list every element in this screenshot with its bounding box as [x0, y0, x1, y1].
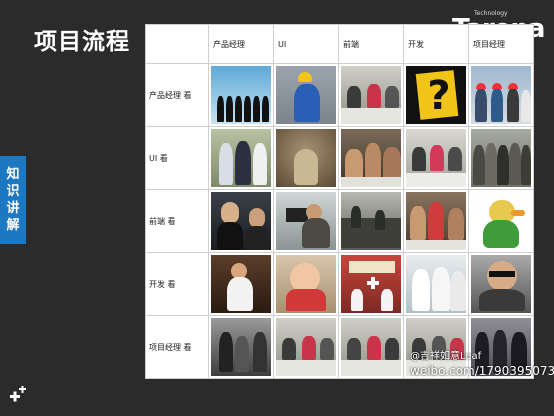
role-perception-table: 产品经理 UI 前端 开发 项目经理 产品经理 看 — [145, 24, 534, 379]
soldiers-in-field-photo — [341, 192, 401, 250]
office-women-phones-photo — [406, 129, 466, 187]
photographer-camera-photo — [276, 192, 336, 250]
plus-decoration-icon — [10, 386, 26, 402]
shirtless-men-eating-photo — [341, 129, 401, 187]
column-header: UI — [273, 24, 339, 64]
leader-sunglasses-photo — [471, 255, 531, 313]
table-row: UI 看 — [145, 126, 534, 190]
photo-cell — [468, 63, 534, 127]
red-cross-clinic-photo — [341, 255, 401, 313]
row-label: UI 看 — [145, 126, 209, 190]
photo-cell — [403, 315, 469, 379]
photo-cell — [208, 126, 274, 190]
construction-worker-photo — [276, 66, 336, 124]
table-row: 前端 看 — [145, 189, 534, 253]
smiling-baby-photo — [276, 255, 336, 313]
photo-cell — [468, 126, 534, 190]
photo-cell — [338, 252, 404, 316]
politicians-suits-photo — [471, 318, 531, 376]
row-label: 前端 看 — [145, 189, 209, 253]
men-dining-table-photo — [406, 192, 466, 250]
column-header: 前端 — [338, 24, 404, 64]
business-team-world-map-photo — [211, 66, 271, 124]
photo-cell — [338, 315, 404, 379]
table-header-row: 产品经理 UI 前端 开发 项目经理 — [145, 24, 534, 64]
photo-cell — [403, 126, 469, 190]
table-row: 项目经理 看 — [145, 315, 534, 379]
call-center-workers-photo — [341, 66, 401, 124]
old-master-portrait-photo — [276, 129, 336, 187]
photo-cell — [403, 189, 469, 253]
photo-cell — [208, 63, 274, 127]
question-mark-yellow-photo: ? — [406, 66, 466, 124]
photo-cell — [338, 126, 404, 190]
photo-cell — [338, 189, 404, 253]
photo-cell — [208, 189, 274, 253]
movie-stars-photo — [211, 192, 271, 250]
hardhat-workers-photo — [471, 66, 531, 124]
photo-cell — [273, 63, 339, 127]
row-label: 产品经理 看 — [145, 63, 209, 127]
photo-cell: ? — [403, 63, 469, 127]
photo-cell — [468, 252, 534, 316]
call-center-office-photo — [341, 318, 401, 376]
photo-cell — [208, 252, 274, 316]
lab-scientists-photo — [406, 255, 466, 313]
chef-in-kitchen-photo — [211, 255, 271, 313]
cartoon-green-duck-photo — [471, 192, 531, 250]
row-label: 项目经理 看 — [145, 315, 209, 379]
watermark-handle: @吉祥如意Leaf — [410, 351, 482, 362]
call-center-office-photo — [276, 318, 336, 376]
businessmen-chatting-photo — [211, 129, 271, 187]
photo-cell — [273, 315, 339, 379]
side-tab-char: 知 — [6, 167, 20, 182]
logo-tagline: Technology — [474, 10, 508, 17]
table-corner-cell — [145, 24, 209, 64]
side-tab-char: 识 — [6, 184, 20, 199]
slide-title: 项目流程（ — [34, 29, 154, 55]
photo-cell — [273, 126, 339, 190]
call-center-office-photo — [406, 318, 466, 376]
photo-cell — [403, 252, 469, 316]
row-label: 开发 看 — [145, 252, 209, 316]
weibo-watermark: @吉祥如意Leaf weibo.com/1790395073 — [410, 350, 554, 378]
table-row: 产品经理 看 — [145, 63, 534, 127]
photo-cell — [208, 315, 274, 379]
vintage-office-bw-photo — [211, 318, 271, 376]
photo-cell — [273, 189, 339, 253]
photo-cell — [468, 189, 534, 253]
side-tab-char: 解 — [6, 218, 20, 233]
table-row: 开发 看 — [145, 252, 534, 316]
side-tab-char: 讲 — [6, 201, 20, 216]
column-header: 产品经理 — [208, 24, 274, 64]
photo-cell — [468, 315, 534, 379]
watermark-url: weibo.com/1790395073 — [410, 364, 554, 378]
side-tab-knowledge[interactable]: 知 识 讲 解 — [0, 156, 26, 244]
photo-cell — [338, 63, 404, 127]
column-header: 开发 — [403, 24, 469, 64]
column-header: 项目经理 — [468, 24, 534, 64]
photo-cell — [273, 252, 339, 316]
migrant-workers-group-photo — [471, 129, 531, 187]
